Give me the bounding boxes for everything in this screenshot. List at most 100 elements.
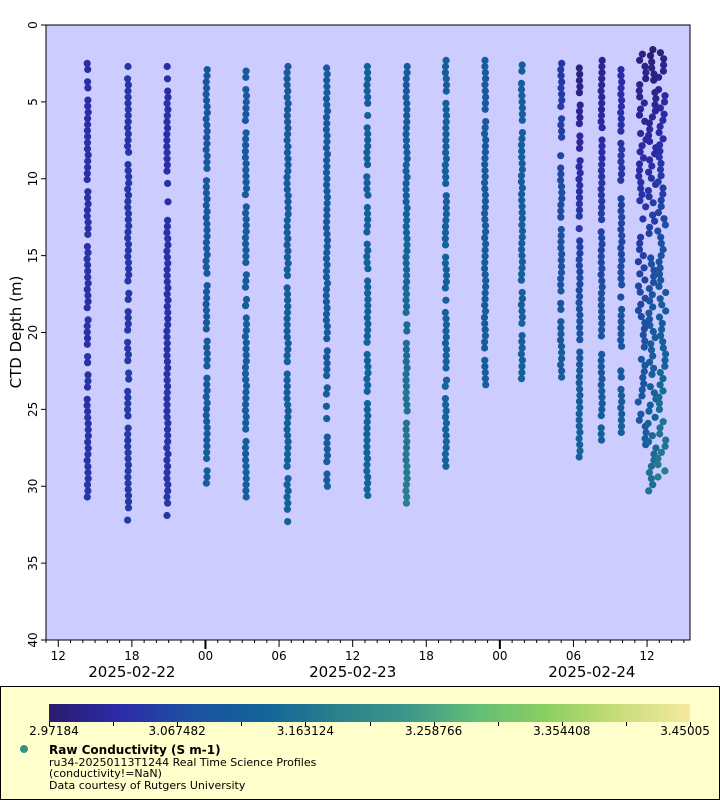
data-point xyxy=(84,371,92,379)
data-point xyxy=(639,252,647,260)
data-point xyxy=(203,282,211,290)
data-point xyxy=(645,229,653,238)
data-point xyxy=(402,339,410,347)
data-point xyxy=(576,274,584,282)
data-point xyxy=(598,136,606,144)
data-point xyxy=(403,216,411,224)
data-point xyxy=(659,135,667,143)
data-point xyxy=(651,334,659,342)
data-point xyxy=(323,181,331,189)
data-point xyxy=(655,153,663,161)
data-point xyxy=(618,410,626,418)
data-point xyxy=(576,404,584,412)
data-point xyxy=(575,225,583,233)
data-point xyxy=(323,445,331,453)
data-point xyxy=(323,372,331,380)
data-point xyxy=(203,121,211,129)
data-point xyxy=(284,87,292,95)
data-point xyxy=(402,308,410,317)
data-point xyxy=(323,82,331,91)
data-point xyxy=(518,110,527,118)
data-point xyxy=(617,201,626,209)
data-point xyxy=(597,252,605,260)
data-point xyxy=(364,308,372,316)
data-point xyxy=(655,399,663,407)
colorbar-tick xyxy=(625,722,627,726)
data-point xyxy=(164,321,172,329)
data-point xyxy=(164,241,172,249)
data-point xyxy=(482,381,490,389)
data-point xyxy=(662,288,670,297)
data-point xyxy=(558,127,566,135)
data-point xyxy=(661,356,669,364)
data-point xyxy=(125,179,133,187)
legend-title: Raw Conductivity (S m-1) xyxy=(49,743,221,757)
data-point xyxy=(364,320,372,328)
data-point xyxy=(84,353,92,361)
data-point xyxy=(639,154,648,162)
data-point xyxy=(323,156,331,164)
data-point xyxy=(442,419,450,427)
data-point xyxy=(403,493,411,501)
data-point xyxy=(163,425,172,433)
data-point xyxy=(242,92,251,100)
data-point xyxy=(363,387,371,395)
data-point xyxy=(403,69,411,77)
data-point xyxy=(597,332,606,340)
data-point xyxy=(481,142,489,150)
data-point xyxy=(164,364,172,372)
data-point xyxy=(654,473,662,481)
data-point xyxy=(482,228,490,236)
data-point xyxy=(322,316,330,324)
data-point xyxy=(203,72,211,80)
data-point xyxy=(363,154,371,162)
data-point xyxy=(124,99,132,107)
data-point xyxy=(442,149,450,157)
data-point xyxy=(323,107,332,115)
data-point xyxy=(83,322,91,330)
data-point xyxy=(402,382,410,390)
data-point xyxy=(481,99,489,107)
data-point xyxy=(647,260,656,268)
data-point xyxy=(83,145,92,153)
data-point xyxy=(163,118,171,126)
data-point xyxy=(597,356,605,365)
data-point xyxy=(242,437,250,446)
profile-4 xyxy=(202,66,211,487)
data-point xyxy=(657,196,665,204)
data-point xyxy=(203,387,211,395)
data-point xyxy=(164,93,172,101)
data-point xyxy=(481,356,489,364)
data-point xyxy=(617,268,625,277)
data-point xyxy=(442,333,450,341)
data-point xyxy=(84,316,92,324)
data-point xyxy=(617,84,625,92)
data-point xyxy=(442,192,450,200)
data-point xyxy=(203,448,211,456)
data-point xyxy=(635,87,643,95)
data-point xyxy=(597,363,605,371)
data-point xyxy=(242,160,250,168)
profile-13 xyxy=(557,59,566,381)
data-point xyxy=(657,239,665,247)
data-point xyxy=(576,311,584,319)
data-point xyxy=(617,422,626,430)
data-point xyxy=(163,333,171,341)
data-point xyxy=(203,380,211,388)
data-point xyxy=(575,175,583,183)
data-point xyxy=(402,253,410,261)
data-point xyxy=(575,416,583,424)
data-point xyxy=(364,283,372,291)
data-point xyxy=(83,328,91,336)
data-point xyxy=(164,382,172,390)
data-point xyxy=(203,454,211,463)
data-point xyxy=(241,234,250,242)
data-point xyxy=(655,313,664,321)
data-point xyxy=(163,62,171,71)
data-point xyxy=(242,271,250,279)
data-point xyxy=(163,456,171,464)
data-point xyxy=(163,149,171,157)
data-point xyxy=(558,355,566,363)
data-point xyxy=(124,259,133,267)
data-point xyxy=(203,430,211,438)
